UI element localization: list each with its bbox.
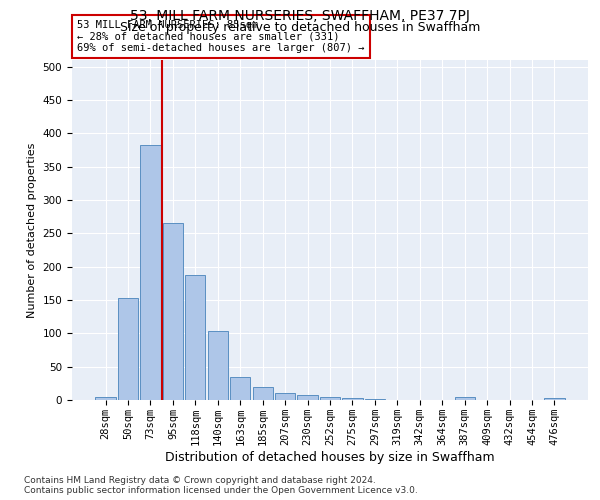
Text: 53, MILL FARM NURSERIES, SWAFFHAM, PE37 7PJ: 53, MILL FARM NURSERIES, SWAFFHAM, PE37 … [130,9,470,23]
Bar [208,332,228,400]
Bar [275,394,295,400]
Y-axis label: Number of detached properties: Number of detached properties [27,142,37,318]
Bar [230,376,250,400]
Bar [163,224,183,400]
Bar [544,398,565,400]
Bar [455,398,475,400]
Bar [185,276,205,400]
Bar [95,396,116,400]
Bar [253,386,273,400]
Bar [118,298,138,400]
Text: Contains HM Land Registry data © Crown copyright and database right 2024.
Contai: Contains HM Land Registry data © Crown c… [24,476,418,495]
X-axis label: Distribution of detached houses by size in Swaffham: Distribution of detached houses by size … [165,450,495,464]
Text: 53 MILL FARM NURSERIES: 85sqm
← 28% of detached houses are smaller (331)
69% of : 53 MILL FARM NURSERIES: 85sqm ← 28% of d… [77,20,365,53]
Bar [320,396,340,400]
Bar [140,144,161,400]
Text: Size of property relative to detached houses in Swaffham: Size of property relative to detached ho… [120,21,480,34]
Bar [298,394,317,400]
Bar [343,398,362,400]
